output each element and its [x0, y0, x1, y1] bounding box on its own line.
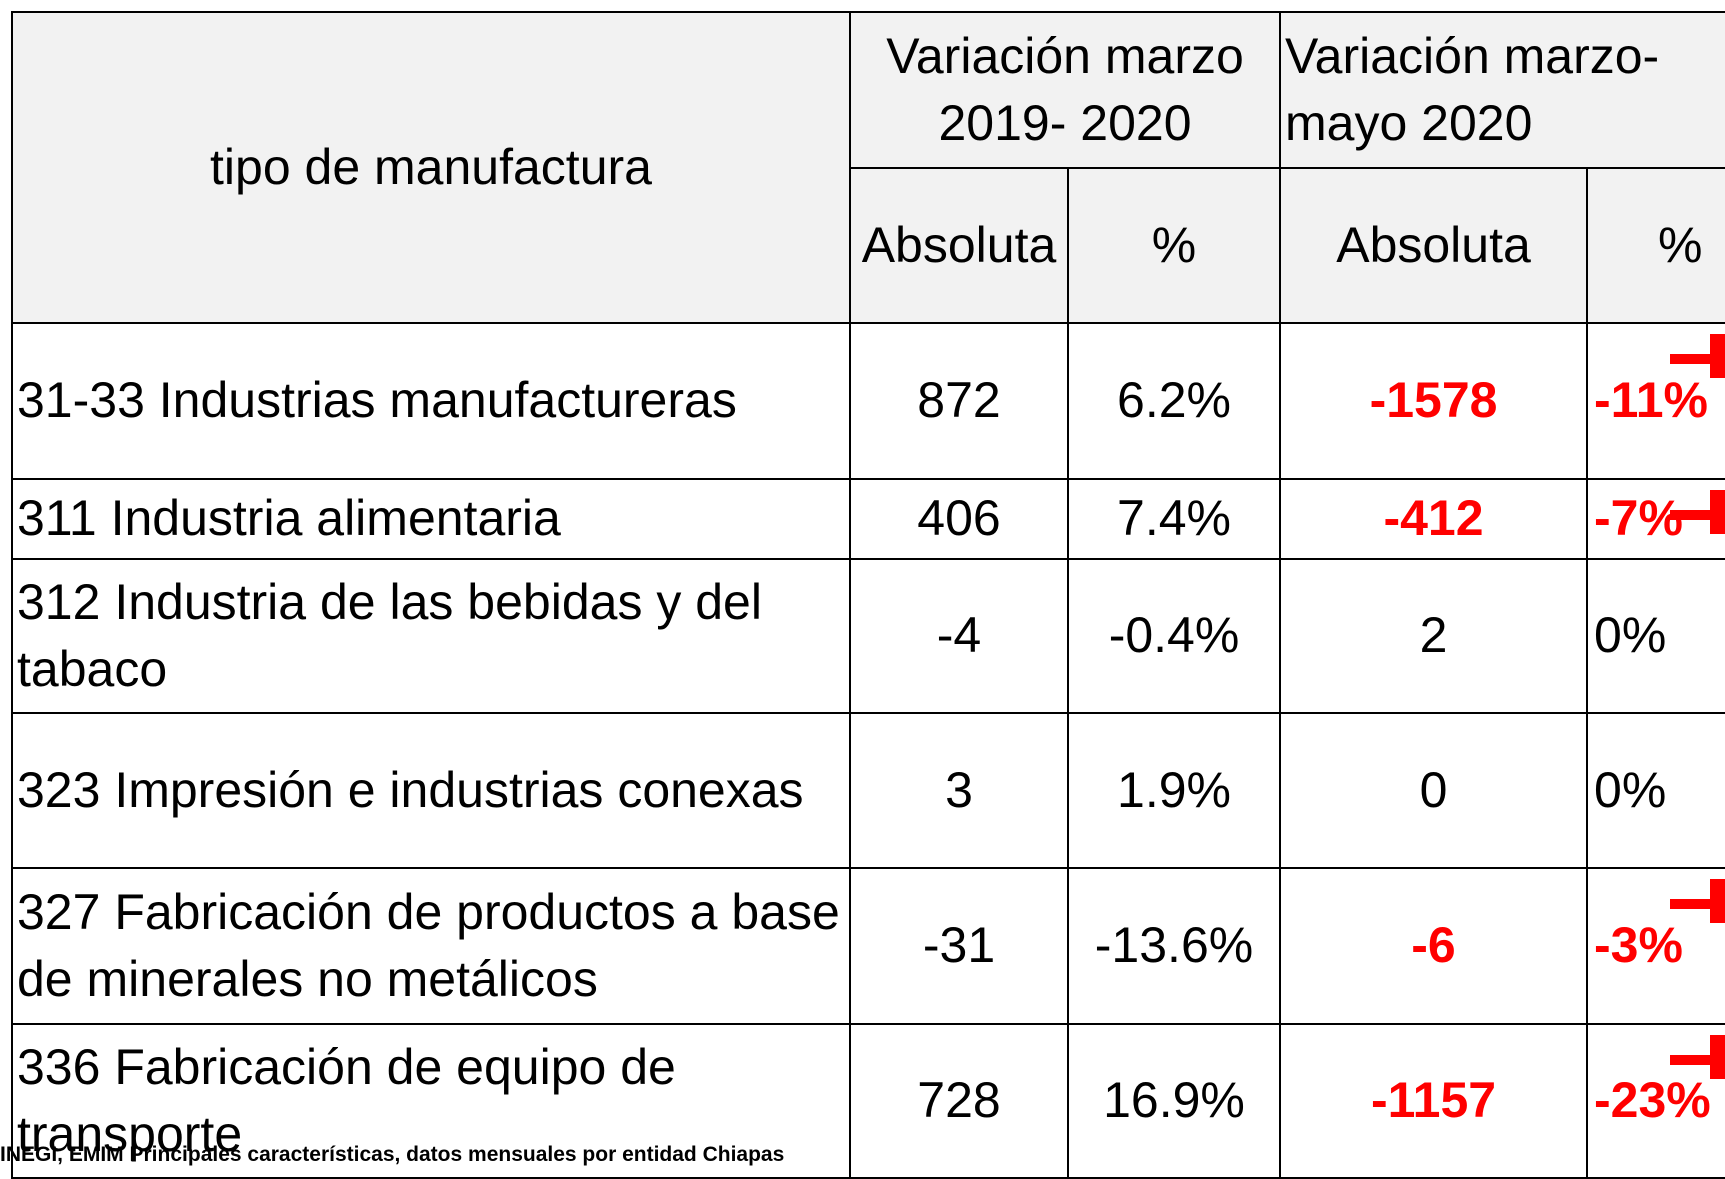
table-body: 31-33 Industrias manufactureras 872 6.2% -1… [11, 322, 1725, 1179]
cell: -1157 [1279, 1023, 1589, 1179]
red-arrow [1670, 334, 1725, 378]
cell: -1578 [1279, 322, 1589, 480]
cell: -3% [1586, 867, 1725, 1025]
group-header: Variación marzo 2019- 2020 [848, 11, 1282, 169]
group-header: Variación marzo- mayo 2020 [1279, 11, 1725, 169]
red-arrow [1670, 490, 1725, 534]
red-arrow [1670, 1035, 1725, 1079]
red-arrow [1670, 879, 1725, 923]
table-row: 31-33 Industrias manufactureras 872 6.2% -1… [11, 322, 1725, 480]
cell: 1.9% [1066, 712, 1282, 869]
cell: 6.2% [1066, 322, 1282, 480]
cell: 0% [1586, 712, 1725, 869]
sub-header: Absoluta [849, 167, 1069, 324]
cell: -0.4% [1066, 558, 1282, 714]
cell: -7% [1586, 478, 1725, 560]
row-name: 327 Fabricación de productos a base de m… [11, 867, 851, 1025]
cell: 3 [849, 712, 1069, 869]
cell: 728 [849, 1023, 1069, 1179]
table-row: 312 Industria de las bebidas y del tabac… [11, 558, 1725, 714]
row-name: 312 Industria de las bebidas y del tabac… [11, 558, 851, 714]
cell: 872 [849, 322, 1069, 480]
table-row: 323 Impresión e industrias conexas 3 1.9% 0… [11, 712, 1725, 869]
table-row: 327 Fabricación de productos a base de m… [11, 867, 1725, 1025]
sub-header: % [1586, 167, 1725, 324]
cell: 16.9% [1066, 1023, 1282, 1179]
table-row: 336 Fabricación de equipo de transporte 7… [11, 1023, 1725, 1179]
cell: -13.6% [1066, 867, 1282, 1025]
row-name: 311 Industria alimentaria [11, 478, 851, 560]
cell: -23% [1586, 1023, 1725, 1179]
cell: 2 [1279, 558, 1589, 714]
header-title: tipo de manufactura [11, 11, 851, 324]
sub-header: Absoluta [1279, 167, 1589, 324]
footer: INEGI, EMIM Principales características,… [0, 1143, 785, 1166]
cell: 406 [849, 478, 1069, 560]
row-name: 31-33 Industrias manufactureras [11, 322, 851, 480]
cell: 0 [1279, 712, 1589, 869]
cell: -4 [849, 558, 1069, 714]
table-row: 311 Industria alimentaria 406 7.4% -412 -7% [11, 478, 1725, 560]
cell: 7.4% [1066, 478, 1282, 560]
table: tipo de manufactura Variación marzo 2019… [11, 11, 1725, 1179]
sub-header: % [1066, 167, 1282, 324]
cell: 0% [1586, 558, 1725, 714]
cell: -31 [849, 867, 1069, 1025]
cell: -6 [1279, 867, 1589, 1025]
cell: -412 [1279, 478, 1589, 560]
row-name: 323 Impresión e industrias conexas [11, 712, 851, 869]
cell: -11% [1586, 322, 1725, 480]
